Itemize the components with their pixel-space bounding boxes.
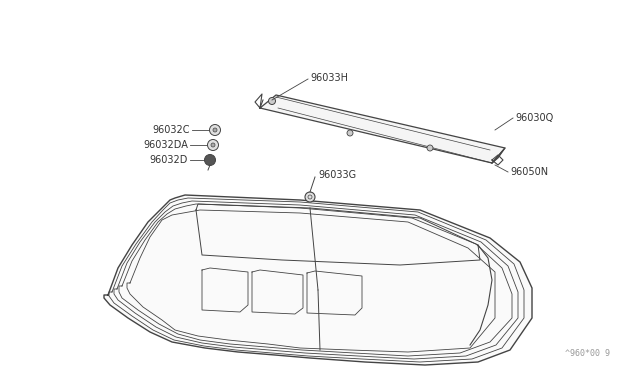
Circle shape	[207, 140, 218, 151]
Text: 96032DA: 96032DA	[143, 140, 188, 150]
Circle shape	[427, 145, 433, 151]
Polygon shape	[260, 95, 505, 163]
Circle shape	[269, 97, 275, 105]
Circle shape	[209, 125, 221, 135]
Circle shape	[347, 130, 353, 136]
Text: 96033H: 96033H	[310, 73, 348, 83]
Circle shape	[305, 192, 315, 202]
Polygon shape	[104, 195, 532, 365]
Circle shape	[211, 143, 215, 147]
Text: 96032D: 96032D	[150, 155, 188, 165]
Text: 96033G: 96033G	[318, 170, 356, 180]
Text: 96032C: 96032C	[152, 125, 190, 135]
Text: 96030Q: 96030Q	[515, 113, 553, 123]
Circle shape	[205, 154, 216, 166]
Text: 96050N: 96050N	[510, 167, 548, 177]
Circle shape	[213, 128, 217, 132]
Text: ^960*00 9: ^960*00 9	[565, 349, 610, 358]
